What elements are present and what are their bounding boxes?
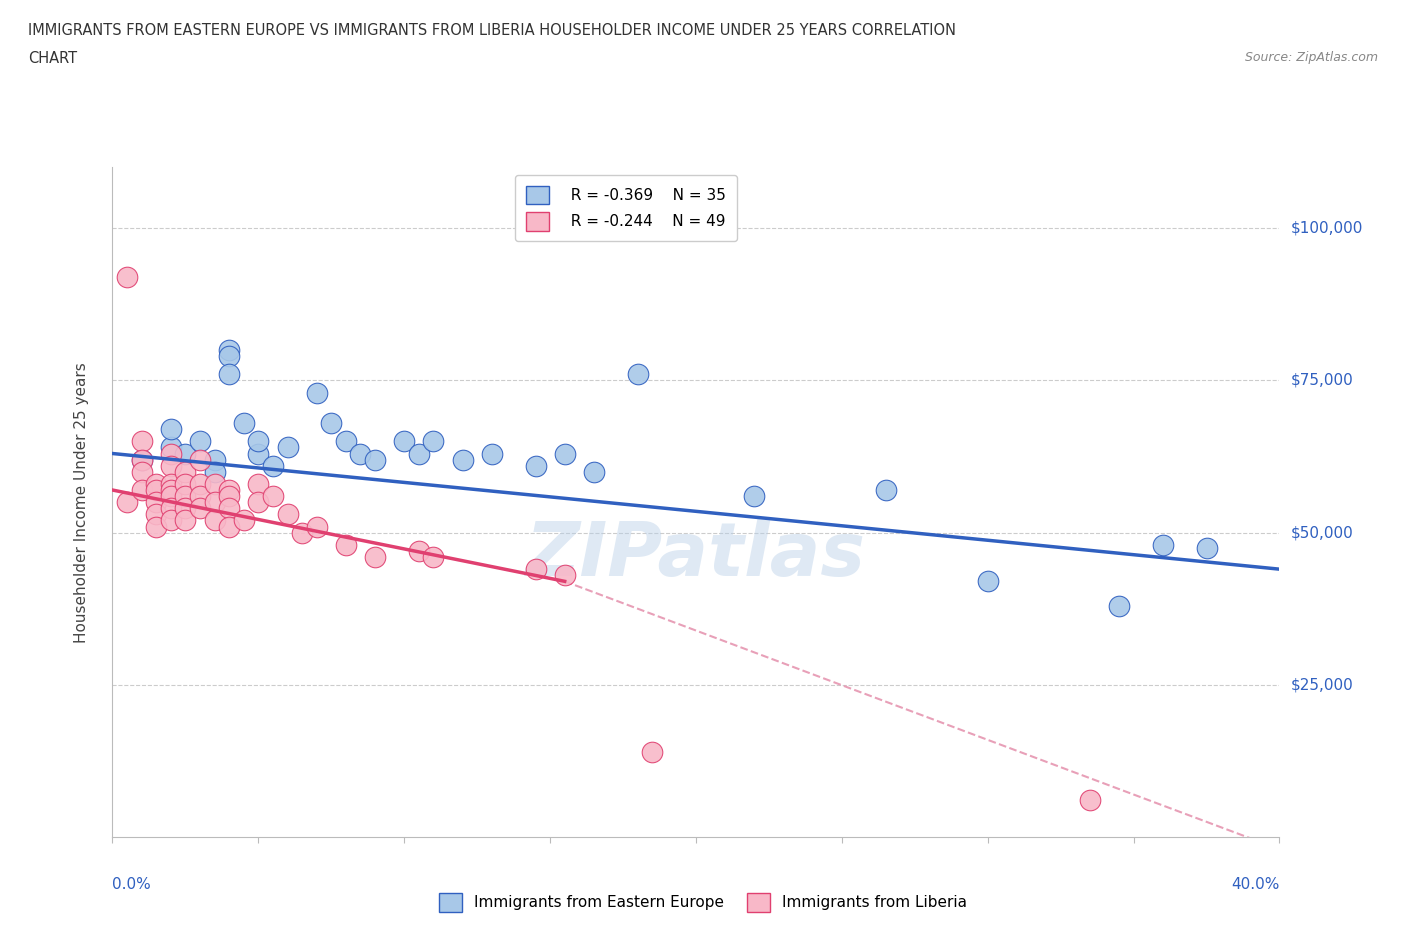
Point [276, 507, 298, 522]
Point [481, 446, 503, 461]
Point [160, 483, 183, 498]
Point [524, 562, 547, 577]
Point [204, 464, 226, 479]
Point [364, 452, 387, 467]
Point [1108, 598, 1130, 613]
Point [335, 434, 357, 449]
Point [115, 270, 138, 285]
Point [145, 519, 167, 534]
Legend: Immigrants from Eastern Europe, Immigrants from Liberia: Immigrants from Eastern Europe, Immigran… [433, 887, 973, 918]
Point [1195, 540, 1218, 555]
Point [218, 488, 240, 503]
Point [247, 446, 270, 461]
Point [145, 476, 167, 491]
Point [218, 519, 240, 534]
Point [218, 367, 240, 382]
Point [160, 488, 183, 503]
Point [291, 525, 314, 540]
Y-axis label: Householder Income Under 25 years: Householder Income Under 25 years [75, 362, 89, 643]
Text: $75,000: $75,000 [1291, 373, 1354, 388]
Legend:   R = -0.369    N = 35,   R = -0.244    N = 49: R = -0.369 N = 35, R = -0.244 N = 49 [515, 175, 737, 242]
Point [160, 458, 183, 473]
Point [115, 495, 138, 510]
Point [160, 440, 183, 455]
Point [160, 513, 183, 528]
Point [524, 458, 547, 473]
Text: ZIPatlas: ZIPatlas [526, 519, 866, 592]
Point [174, 464, 197, 479]
Text: 0.0%: 0.0% [112, 877, 152, 892]
Point [204, 476, 226, 491]
Point [174, 513, 197, 528]
Point [131, 483, 153, 498]
Point [247, 495, 270, 510]
Point [408, 446, 430, 461]
Point [160, 446, 183, 461]
Point [364, 550, 387, 565]
Point [247, 434, 270, 449]
Point [321, 416, 343, 431]
Point [204, 495, 226, 510]
Point [422, 434, 444, 449]
Point [305, 385, 328, 400]
Point [262, 458, 284, 473]
Point [218, 501, 240, 516]
Point [554, 446, 576, 461]
Text: IMMIGRANTS FROM EASTERN EUROPE VS IMMIGRANTS FROM LIBERIA HOUSEHOLDER INCOME UND: IMMIGRANTS FROM EASTERN EUROPE VS IMMIGR… [28, 23, 956, 38]
Point [232, 416, 254, 431]
Text: 40.0%: 40.0% [1232, 877, 1279, 892]
Point [247, 476, 270, 491]
Point [188, 501, 211, 516]
Point [349, 446, 371, 461]
Point [160, 476, 183, 491]
Point [188, 488, 211, 503]
Point [276, 440, 298, 455]
Point [145, 495, 167, 510]
Point [1152, 538, 1174, 552]
Text: $100,000: $100,000 [1291, 220, 1362, 236]
Point [188, 452, 211, 467]
Point [131, 464, 153, 479]
Point [392, 434, 416, 449]
Point [174, 488, 197, 503]
Point [262, 488, 284, 503]
Point [188, 476, 211, 491]
Point [422, 550, 444, 565]
Point [174, 446, 197, 461]
Point [305, 519, 328, 534]
Point [875, 483, 897, 498]
Point [218, 483, 240, 498]
Point [1078, 793, 1101, 808]
Point [451, 452, 474, 467]
Text: CHART: CHART [28, 51, 77, 66]
Point [131, 452, 153, 467]
Text: $50,000: $50,000 [1291, 525, 1354, 540]
Point [742, 488, 765, 503]
Point [188, 434, 211, 449]
Point [145, 507, 167, 522]
Point [626, 367, 648, 382]
Text: Source: ZipAtlas.com: Source: ZipAtlas.com [1244, 51, 1378, 64]
Point [408, 543, 430, 558]
Point [160, 421, 183, 436]
Point [641, 744, 664, 759]
Point [145, 483, 167, 498]
Point [131, 434, 153, 449]
Point [976, 574, 998, 589]
Point [582, 464, 605, 479]
Point [218, 342, 240, 357]
Point [204, 452, 226, 467]
Point [335, 538, 357, 552]
Point [174, 476, 197, 491]
Point [204, 513, 226, 528]
Point [232, 513, 254, 528]
Text: $25,000: $25,000 [1291, 677, 1354, 692]
Point [218, 349, 240, 364]
Point [174, 501, 197, 516]
Point [131, 452, 153, 467]
Point [554, 568, 576, 583]
Point [160, 501, 183, 516]
